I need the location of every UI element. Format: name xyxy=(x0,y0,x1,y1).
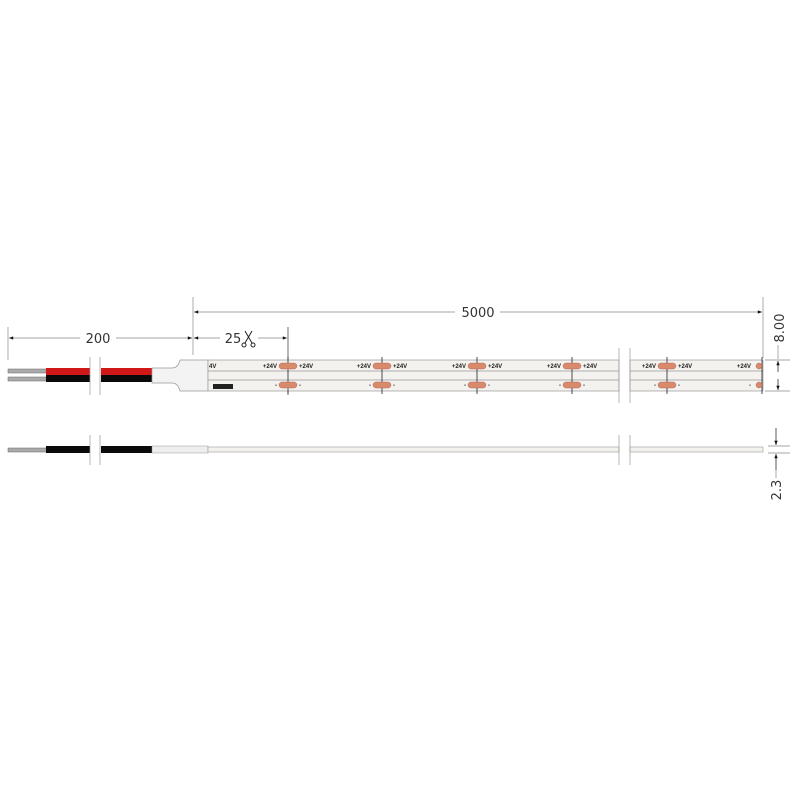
pad-label: - xyxy=(393,383,395,389)
led-pad xyxy=(372,362,392,370)
led-pad xyxy=(372,381,392,389)
pad-label: +24V xyxy=(488,364,502,370)
dimension-lead-label: 200 xyxy=(86,332,111,347)
pad-label: - xyxy=(275,383,277,389)
led-pad xyxy=(278,362,298,370)
pad-label: - xyxy=(654,383,656,389)
pad-label: - xyxy=(369,383,371,389)
led-pad xyxy=(562,381,582,389)
side-view xyxy=(7,435,764,465)
pad-label: +24V xyxy=(547,364,561,370)
pad-label: +24V xyxy=(678,364,692,370)
pad-label: - xyxy=(464,383,466,389)
led-pad xyxy=(278,381,298,389)
led-pad xyxy=(467,381,487,389)
dimension-width-label: 8.00 xyxy=(773,314,788,343)
pad-label: +24V xyxy=(583,364,597,370)
led-pad xyxy=(657,362,677,370)
pad-label: +24V xyxy=(452,364,466,370)
pad-label: - xyxy=(749,383,751,389)
led-pad xyxy=(562,362,582,370)
led-pads: +24V - +24V - +24V - +24V - +24V - +24V - +24V - +24V -… xyxy=(263,357,763,394)
pad-label: - xyxy=(559,383,561,389)
pad-label: +24V xyxy=(642,364,656,370)
dimension-lead: 200 xyxy=(7,327,192,360)
pad-label: - xyxy=(488,383,490,389)
pad-label: - xyxy=(678,383,680,389)
end-cap-connector xyxy=(151,359,209,392)
pad-label: +24V xyxy=(357,364,371,370)
dimension-length-label: 5000 xyxy=(461,306,494,321)
pad-label: - xyxy=(299,383,301,389)
led-pad xyxy=(755,381,763,389)
dimension-cut: 25 xyxy=(194,327,289,395)
dimension-length: 5000 xyxy=(192,297,764,358)
pad-label: - xyxy=(583,383,585,389)
pad-label: +24V xyxy=(263,364,277,370)
dimension-height: 2.3 xyxy=(768,428,790,500)
pad-label: 4V xyxy=(209,364,216,370)
dimension-width: 8.00 xyxy=(765,314,790,392)
pad-label: +24V xyxy=(737,364,751,370)
led-pad xyxy=(755,362,763,370)
pad-label: +24V xyxy=(299,364,313,370)
led-pad xyxy=(467,362,487,370)
scissors-icon xyxy=(241,330,256,348)
strip-label xyxy=(213,384,233,389)
top-view-wires xyxy=(7,357,152,395)
strip-top-view xyxy=(207,348,764,403)
dimension-cut-label: 25 xyxy=(225,332,242,347)
dimension-height-label: 2.3 xyxy=(770,480,785,501)
pad-label: +24V xyxy=(393,364,407,370)
led-pad xyxy=(657,381,677,389)
